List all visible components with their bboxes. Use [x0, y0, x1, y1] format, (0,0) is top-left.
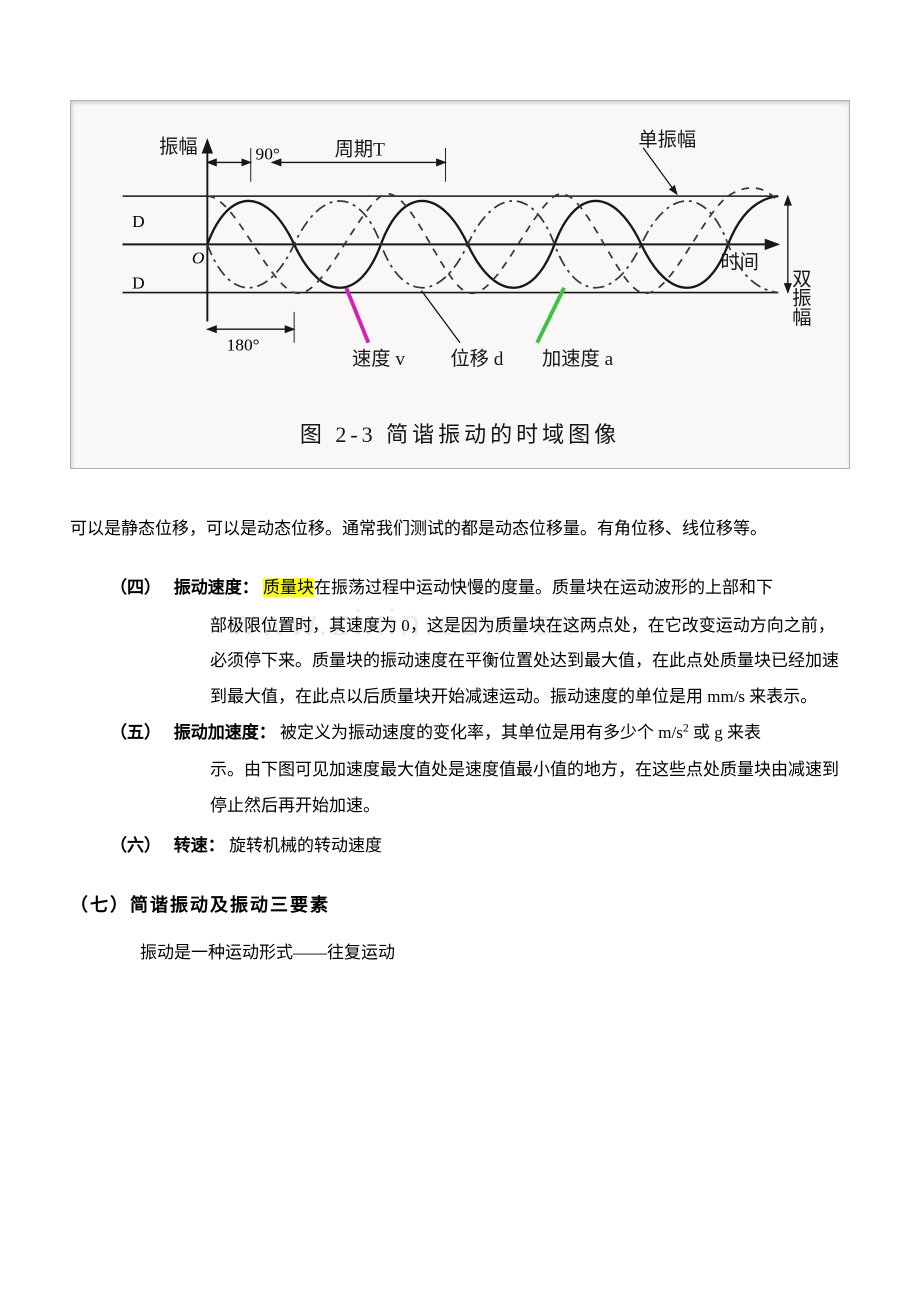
item-five: （五） 振动加速度： 被定义为振动速度的变化率，其单位是用有多少个 m/s2 或… [110, 715, 850, 751]
callout-accel [537, 288, 564, 343]
label-time: 时间 [720, 251, 759, 273]
item-four-num: （四） [110, 578, 161, 597]
item-six: （六） 转速： 旋转机械的转动速度 [110, 828, 850, 864]
item-four-cont3: 到最大值，在此点以后质量块开始减速运动。振动速度的单位是用 mm/s 来表示。 [110, 679, 850, 715]
section-seven-head: （七）简谐振动及振动三要素 [70, 887, 850, 925]
label-180: 180° [227, 335, 260, 354]
label-d-pos: D [132, 212, 145, 231]
item-five-cont1: 示。由下图可见加速度最大值处是速度值最小值的地方，在这些点处质量块由减速到 [110, 752, 850, 788]
highlight-mass-block: 质量块 [263, 578, 314, 597]
label-velocity: 速度 v [352, 348, 405, 370]
label-accel: 加速度 a [542, 348, 614, 370]
label-single-amp: 单振幅 [638, 129, 696, 151]
item-five-rest: 被定义为振动速度的变化率，其单位是用有多少个 m/s [280, 723, 683, 742]
item-five-term: 振动加速度： [174, 723, 276, 742]
label-origin: O [192, 249, 205, 268]
label-period: 周期T [335, 139, 386, 161]
section-seven-text: 振动是一种运动形式――往复运动 [70, 935, 850, 971]
figure-2-3: 振幅 时间 D D O 90° 周期T 单振幅 双振幅 180° [70, 100, 850, 469]
waveform-svg: 振幅 时间 D D O 90° 周期T 单振幅 双振幅 180° [89, 119, 831, 389]
item-four-rest: 在振荡过程中运动快慢的度量。质量块在运动波形的上部和下 [314, 578, 773, 597]
label-double-amp: 双振幅 [789, 268, 812, 326]
item-four-cont2: 必须停下来。质量块的振动速度在平衡位置处达到最大值，在此点处质量块已经加速 [110, 643, 850, 679]
label-d-neg: D [132, 274, 145, 293]
callout-displacement [421, 291, 460, 343]
item-five-cont2: 停止然后再开始加速。 [110, 788, 850, 824]
label-displacement: 位移 d [450, 348, 503, 370]
figure-caption: 图 2-3 简谐振动的时域图像 [89, 412, 831, 458]
item-four: （四） 振动速度： 质量块在振荡过程中运动快慢的度量。质量块在运动波形的上部和下 [110, 570, 850, 606]
item-six-num: （六） [110, 836, 161, 855]
item-five-rest2: 或 g 来表 [689, 723, 761, 742]
label-amplitude: 振幅 [159, 136, 198, 158]
callout-velocity [346, 288, 368, 343]
item-six-term: 转速： [174, 836, 225, 855]
item-four-term: 振动速度： [174, 578, 259, 597]
intro-paragraph: 可以是静态位移，可以是动态位移。通常我们测试的都是动态位移量。有角位移、线位移等… [70, 509, 850, 548]
curve-displacement [207, 196, 778, 288]
item-four-cont1: 部极限位置时，其速度为 0，这是因为质量块在这两点处，在它改变运动方向之前， [110, 608, 850, 644]
item-six-rest: 旋转机械的转动速度 [229, 836, 382, 855]
label-90: 90° [256, 145, 280, 164]
item-five-num: （五） [110, 723, 161, 742]
definition-list: （四） 振动速度： 质量块在振荡过程中运动快慢的度量。质量块在运动波形的上部和下… [70, 570, 850, 864]
